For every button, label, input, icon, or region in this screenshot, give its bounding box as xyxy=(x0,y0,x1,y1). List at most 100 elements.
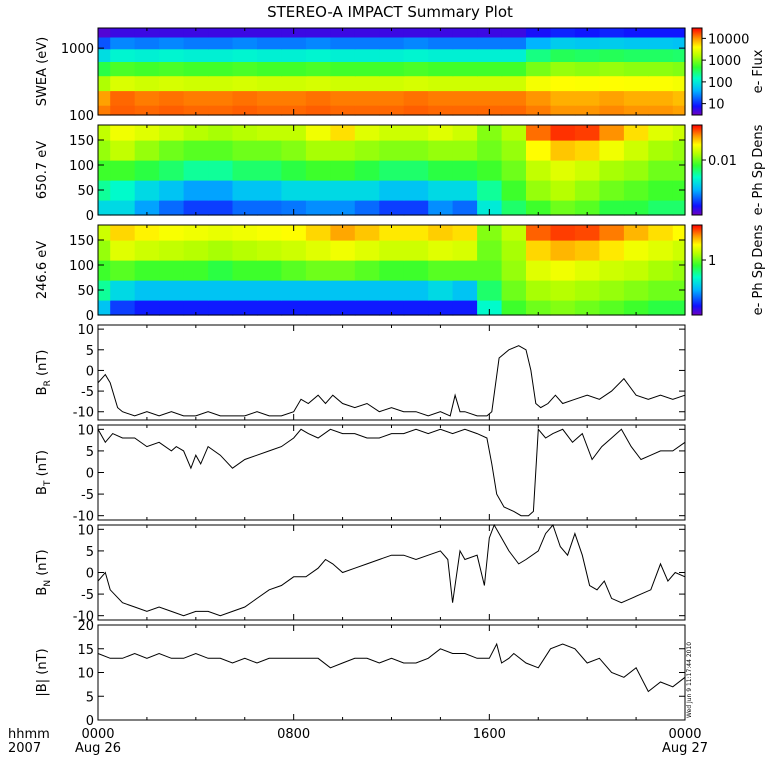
y-axis-label-main: |B| xyxy=(35,679,50,697)
spectrogram-cell xyxy=(98,240,111,261)
spectrogram-cell xyxy=(98,160,111,181)
spectrogram-cell xyxy=(403,61,429,77)
spectrogram-cell xyxy=(379,300,405,316)
spectrogram-cell xyxy=(379,125,405,141)
spectrogram-cell xyxy=(305,105,331,116)
x-date-label: Aug 27 xyxy=(662,741,708,756)
spectrogram-cell xyxy=(550,28,576,38)
spectrogram-cell xyxy=(574,240,600,261)
spectrogram-cell xyxy=(477,61,503,77)
spectrogram-cell xyxy=(599,180,625,201)
spectrogram-cell xyxy=(257,28,283,38)
y-axis-label: SWEA (eV) xyxy=(35,37,50,106)
spectrogram-cell xyxy=(477,200,503,216)
spectrogram-cell xyxy=(330,36,356,50)
spectrogram-cell xyxy=(428,260,454,281)
spectrogram-cell xyxy=(428,140,454,161)
spectrogram-cell xyxy=(305,160,331,181)
spectrogram-cell xyxy=(98,36,111,50)
spectrogram-cell xyxy=(379,61,405,77)
spectrogram-cell xyxy=(208,240,234,261)
spectrogram-cell xyxy=(648,48,674,62)
spectrogram-cell xyxy=(183,300,209,316)
y-tick-label: 100 xyxy=(69,109,94,124)
spectrogram-cell xyxy=(330,240,356,261)
colorbar-pad_650-bar xyxy=(691,124,703,216)
y-axis-label-main: 650.7 eV xyxy=(35,141,50,199)
spectrogram-cell xyxy=(232,75,258,92)
spectrogram-cell xyxy=(526,28,552,38)
spectrogram-cell xyxy=(379,260,405,281)
spectrogram-cell xyxy=(648,125,674,141)
spectrogram-cells xyxy=(98,225,686,316)
spectrogram-cell xyxy=(183,61,209,77)
spectrogram-cell xyxy=(477,75,503,92)
spectrogram-cell xyxy=(208,28,234,38)
spectrogram-cell xyxy=(526,240,552,261)
spectrogram-cell xyxy=(501,225,527,241)
spectrogram-cell xyxy=(574,140,600,161)
spectrogram-cell xyxy=(648,180,674,201)
spectrogram-cell xyxy=(232,90,258,106)
spectrogram-cell xyxy=(98,140,111,161)
spectrogram-cell xyxy=(281,75,307,92)
y-axis-label-unit: (nT) xyxy=(35,549,50,579)
spectrogram-cell xyxy=(354,140,380,161)
spectrogram-cell xyxy=(574,300,600,316)
spectrogram-cell xyxy=(257,48,283,62)
spectrogram-cell xyxy=(477,90,503,106)
spectrogram-cell xyxy=(159,180,185,201)
spectrogram-cell xyxy=(672,36,686,50)
spectrogram-cell xyxy=(452,240,478,261)
spectrogram-cell xyxy=(672,140,686,161)
spectrogram-cell xyxy=(354,61,380,77)
spectrogram-cell xyxy=(305,140,331,161)
spectrogram-cell xyxy=(232,260,258,281)
spectrogram-cell xyxy=(159,36,185,50)
spectrogram-cell xyxy=(452,300,478,316)
spectrogram-cell xyxy=(501,36,527,50)
spectrogram-cell xyxy=(183,225,209,241)
spectrogram-cell xyxy=(599,48,625,62)
y-axis-label-sub: R xyxy=(43,380,53,386)
spectrogram-cell xyxy=(428,48,454,62)
spectrogram-cell xyxy=(159,140,185,161)
spectrogram-cell xyxy=(672,61,686,77)
spectrogram-cell xyxy=(232,180,258,201)
y-tick-label: 15 xyxy=(77,643,94,658)
spectrogram-cell xyxy=(305,48,331,62)
spectrogram-cell xyxy=(134,300,160,316)
panel-bn: -10 -5 0 5 10 BN (nT) xyxy=(35,523,686,625)
spectrogram-cell xyxy=(477,180,503,201)
x-tick-label: 1600 xyxy=(473,727,506,742)
spectrogram-cell xyxy=(183,36,209,50)
spectrogram-cell xyxy=(330,61,356,77)
x-tick-label: 0800 xyxy=(277,727,310,742)
spectrogram-cell xyxy=(403,300,429,316)
y-tick-label: 0 xyxy=(86,364,94,379)
spectrogram-cell xyxy=(134,90,160,106)
spectrogram-cell xyxy=(98,61,111,77)
spectrogram-cell xyxy=(159,61,185,77)
spectrogram-cell xyxy=(526,180,552,201)
spectrogram-cell xyxy=(159,300,185,316)
spectrogram-cell xyxy=(648,75,674,92)
spectrogram-cell xyxy=(574,180,600,201)
spectrogram-cell xyxy=(526,90,552,106)
spectrogram-cell xyxy=(281,36,307,50)
spectrogram-cell xyxy=(428,200,454,216)
spectrogram-cell xyxy=(208,160,234,181)
spectrogram-cell xyxy=(379,36,405,50)
spectrogram-cell xyxy=(501,260,527,281)
spectrogram-cell xyxy=(599,105,625,116)
spectrogram-cell xyxy=(110,260,136,281)
spectrogram-cell xyxy=(574,90,600,106)
spectrogram-cell xyxy=(232,28,258,38)
spectrogram-cell xyxy=(305,240,331,261)
y-tick-label: -5 xyxy=(81,488,94,503)
spectrogram-cell xyxy=(110,200,136,216)
spectrogram-cell xyxy=(574,280,600,301)
x-date-label: Aug 26 xyxy=(75,741,121,756)
spectrogram-cell xyxy=(550,75,576,92)
